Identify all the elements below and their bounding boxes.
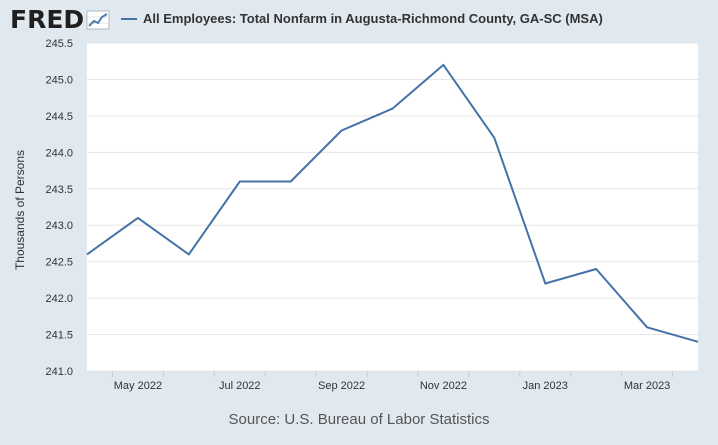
data-point xyxy=(646,326,648,328)
y-tick-label: 244.0 xyxy=(45,147,73,159)
data-point xyxy=(86,253,88,255)
data-point xyxy=(239,180,241,182)
data-point xyxy=(493,137,495,139)
plot-area xyxy=(87,43,698,371)
x-tick-label: Jan 2023 xyxy=(523,380,568,392)
chart-legend: All Employees: Total Nonfarm in Augusta-… xyxy=(121,11,603,26)
x-tick-label: Jul 2022 xyxy=(219,380,261,392)
x-tick-label: May 2022 xyxy=(114,380,162,392)
x-tick-label: Sep 2022 xyxy=(318,380,365,392)
data-point xyxy=(290,180,292,182)
data-point xyxy=(595,268,597,270)
source-note: Source: U.S. Bureau of Labor Statistics xyxy=(228,411,490,428)
data-point xyxy=(341,129,343,131)
x-tick-label: Mar 2023 xyxy=(624,380,670,392)
data-point xyxy=(442,64,444,66)
logo-text: FRED xyxy=(10,5,85,34)
chart-line-icon xyxy=(86,10,110,30)
data-point xyxy=(544,283,546,285)
legend-swatch xyxy=(121,17,137,20)
data-point xyxy=(697,341,699,343)
x-tick-label: Nov 2022 xyxy=(420,380,467,392)
y-tick-label: 245.5 xyxy=(45,38,73,50)
y-tick-label: 242.5 xyxy=(45,257,73,269)
y-tick-label: 242.0 xyxy=(45,293,73,305)
y-tick-label: 243.0 xyxy=(45,220,73,232)
y-tick-label: 243.5 xyxy=(45,184,73,196)
chart-header: FRED All Employees: Total Nonfarm in Aug… xyxy=(0,0,718,40)
fred-logo[interactable]: FRED xyxy=(10,6,110,34)
y-tick-label: 241.0 xyxy=(45,366,73,378)
data-point xyxy=(137,217,139,219)
y-tick-label: 241.5 xyxy=(45,330,73,342)
data-point xyxy=(392,108,394,110)
series-line xyxy=(86,63,699,343)
data-point xyxy=(188,253,190,255)
legend-label: All Employees: Total Nonfarm in Augusta-… xyxy=(143,11,603,26)
y-tick-label: 245.0 xyxy=(45,74,73,86)
y-tick-label: 244.5 xyxy=(45,111,73,123)
